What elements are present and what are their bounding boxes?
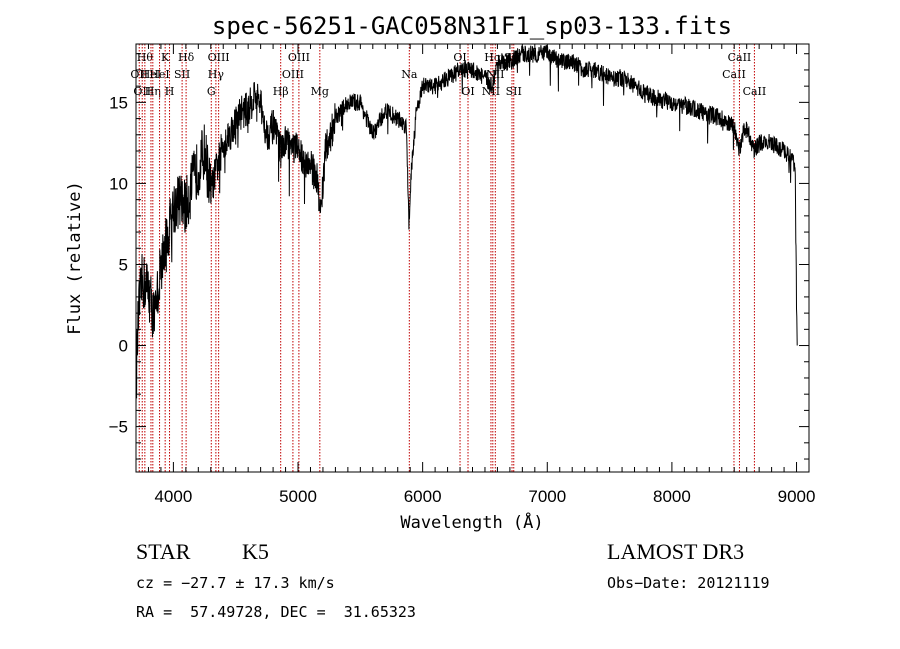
- line-marker-label: CaII: [728, 51, 752, 64]
- line-marker-label: Hη: [145, 85, 161, 98]
- line-marker-label: K: [161, 51, 170, 64]
- line-marker-label: HeI: [149, 68, 169, 81]
- line-marker-label: CaII: [743, 85, 767, 98]
- y-tick-label: 5: [119, 255, 128, 274]
- x-tick-label: 4000: [154, 487, 192, 506]
- survey-name: LAMOST DR3: [607, 539, 745, 564]
- y-axis-label: Flux (relative): [65, 181, 85, 335]
- x-axis-ticks: 4000 5000 6000 7000 8000 9000: [135, 44, 816, 506]
- redshift-velocity: cz = −27.7 ± 17.3 km/s: [136, 574, 335, 592]
- y-tick-label: 15: [109, 93, 128, 112]
- line-marker-label: OIII: [288, 51, 310, 64]
- line-marker-label: SII: [506, 85, 522, 98]
- line-marker-label: Na: [401, 68, 418, 81]
- x-tick-label: 6000: [404, 487, 442, 506]
- line-marker-label: OI: [453, 51, 466, 64]
- line-marker-label: OII: [130, 68, 148, 81]
- spectrum-line: [135, 45, 798, 410]
- line-marker-label: Mg: [311, 85, 329, 98]
- line-marker-label: Hα: [484, 51, 502, 64]
- line-marker-label: OIII: [282, 68, 304, 81]
- line-marker-label: Hβ: [273, 85, 289, 98]
- line-marker-label: CaII: [722, 68, 746, 81]
- line-marker-label: SII: [174, 68, 190, 81]
- line-marker-label: OIII: [208, 51, 230, 64]
- observation-date: Obs−Date: 20121119: [607, 574, 770, 592]
- x-tick-label: 9000: [778, 487, 816, 506]
- x-tick-label: 5000: [279, 487, 317, 506]
- line-markers: OIIOIIHθHeIHηHeIKHSIIHδGHγOIIIHβOIIIOIII…: [130, 44, 766, 472]
- line-marker-label: HeI: [141, 68, 161, 81]
- y-axis-ticks: −5 0 5 10 15: [109, 53, 809, 460]
- y-tick-label: 10: [109, 174, 128, 193]
- x-tick-label: 8000: [653, 487, 691, 506]
- line-marker-label: OI: [461, 85, 474, 98]
- line-marker-label: H: [165, 85, 175, 98]
- x-axis-label: Wavelength (Å): [400, 511, 543, 533]
- line-marker-label: Hθ: [137, 51, 154, 64]
- object-class: STAR: [136, 539, 191, 564]
- object-subclass: K5: [242, 539, 269, 564]
- line-marker-label: NII: [482, 85, 500, 98]
- plot-frame: [135, 43, 810, 473]
- x-tick-label: 7000: [528, 487, 566, 506]
- line-marker-label: Hγ: [208, 68, 225, 81]
- line-marker-label: G: [207, 85, 216, 98]
- line-marker-label: OII: [133, 85, 151, 98]
- ra-dec: RA = 57.49728, DEC = 31.65323: [136, 603, 416, 621]
- y-tick-label: 0: [119, 337, 128, 356]
- chart-title: spec-56251-GAC058N31F1_sp03-133.fits: [212, 12, 732, 40]
- line-marker-label: Hδ: [178, 51, 195, 64]
- y-tick-label: −5: [109, 418, 128, 437]
